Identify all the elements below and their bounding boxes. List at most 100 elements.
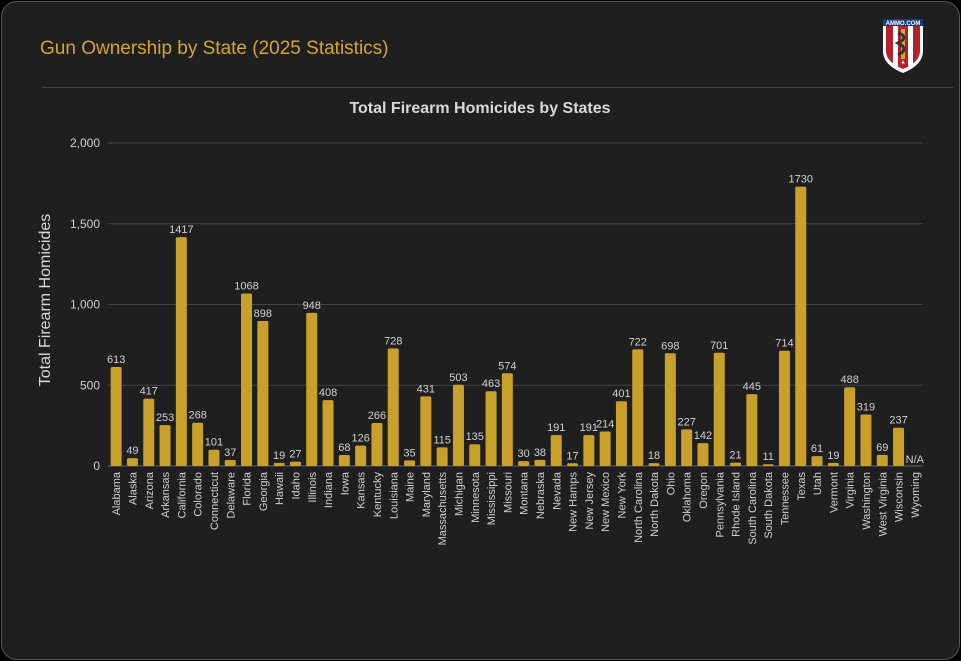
x-tick-label: Kansas [356, 472, 368, 509]
x-tick-label: Tennessee [779, 472, 791, 525]
x-tick-label: Virginia [845, 471, 857, 508]
y-tick-label: 0 [93, 459, 100, 473]
ammo-logo: AMMO.COM [883, 19, 923, 73]
x-tick-label: Wisconsin [894, 472, 906, 522]
x-tick-label: Arkansas [160, 472, 172, 518]
data-label: 728 [384, 335, 402, 347]
x-tick-label: Ohio [665, 472, 677, 495]
bar [583, 435, 595, 466]
bar [860, 414, 872, 466]
bar [143, 398, 155, 466]
data-label: 115 [433, 434, 451, 446]
x-tick-label: Washington [861, 472, 873, 530]
bar [452, 384, 464, 466]
bar [567, 463, 579, 466]
x-tick-label: Mississippi [486, 472, 498, 525]
data-label: 18 [648, 450, 660, 462]
data-label: 19 [273, 450, 285, 462]
x-tick-label: Nevada [551, 471, 563, 510]
x-tick-label: Colorado [193, 472, 205, 517]
bar [762, 464, 774, 466]
data-label: 319 [857, 401, 875, 413]
data-label: 142 [694, 430, 712, 442]
data-label: 698 [661, 340, 679, 352]
bar [664, 353, 676, 466]
data-label: 27 [289, 449, 301, 461]
data-label: 17 [566, 450, 578, 462]
y-tick-label: 500 [80, 378, 100, 392]
x-tick-label: Georgia [258, 471, 270, 511]
x-tick-label: Vermont [828, 472, 840, 513]
data-label: 268 [188, 410, 206, 422]
data-label: 19 [827, 450, 839, 462]
data-label: 948 [303, 300, 321, 312]
bar [550, 435, 562, 466]
x-tick-label: Connecticut [209, 472, 221, 530]
x-tick-label: Maine [405, 472, 417, 502]
x-tick-label: Idaho [290, 472, 302, 500]
bar [110, 367, 122, 466]
data-label: 1417 [169, 224, 193, 236]
x-tick-label: Wyoming [910, 472, 922, 518]
svg-text:AMMO.COM: AMMO.COM [886, 21, 921, 27]
data-label: 898 [254, 308, 272, 320]
bar [306, 312, 318, 466]
x-tick-label: West Virginia [877, 471, 889, 536]
bar [713, 352, 725, 466]
bar [534, 459, 546, 466]
header-divider [42, 87, 953, 88]
bar [746, 394, 758, 466]
data-label: 701 [710, 340, 728, 352]
bar [338, 455, 350, 466]
x-tick-label: Minnesota [470, 471, 482, 523]
bar [159, 425, 171, 466]
data-label: 69 [876, 442, 888, 454]
data-label: 503 [449, 372, 467, 384]
data-label: 714 [775, 338, 793, 350]
bar [795, 186, 807, 467]
x-tick-label: Oklahoma [682, 471, 694, 522]
bar [192, 422, 204, 466]
bar [371, 423, 383, 466]
x-tick-label: North Carolina [633, 471, 645, 543]
bar [632, 349, 644, 466]
bar [322, 400, 334, 466]
data-label: 431 [417, 383, 435, 395]
x-tick-label: Illinois [307, 472, 319, 503]
x-tick-label: Nebraska [535, 471, 547, 519]
x-tick-label: Michigan [453, 472, 465, 516]
bar [241, 293, 253, 466]
x-tick-label: Missouri [502, 472, 514, 513]
data-label: 237 [889, 415, 907, 427]
x-tick-label: Louisiana [388, 471, 400, 519]
data-label: N/A [906, 454, 925, 466]
bar [436, 447, 448, 466]
x-tick-label: Texas [796, 472, 808, 501]
data-label: 61 [811, 443, 823, 455]
x-tick-label: Utah [812, 472, 824, 495]
data-label: 401 [612, 388, 630, 400]
y-tick-label: 1,000 [70, 298, 100, 312]
bar [224, 460, 236, 466]
data-label: 613 [107, 354, 125, 366]
bar [289, 461, 301, 466]
x-tick-label: New Hamps [568, 472, 580, 532]
data-label: 463 [482, 378, 500, 390]
y-axis-label: Total Firearm Homicides [37, 214, 54, 386]
x-tick-label: South Dakota [763, 471, 775, 539]
data-label: 445 [743, 381, 761, 393]
bar [518, 461, 530, 466]
bar [126, 458, 138, 466]
data-label: 227 [677, 416, 695, 428]
data-label: 488 [840, 374, 858, 386]
bar [681, 429, 693, 466]
data-label: 135 [466, 431, 484, 443]
bar [175, 237, 187, 466]
bar [387, 348, 399, 466]
x-tick-label: Pennsylvania [714, 471, 726, 537]
bar [827, 462, 839, 466]
x-tick-label: Oregon [698, 472, 710, 509]
data-label: 1730 [789, 174, 813, 186]
bar [648, 463, 660, 466]
